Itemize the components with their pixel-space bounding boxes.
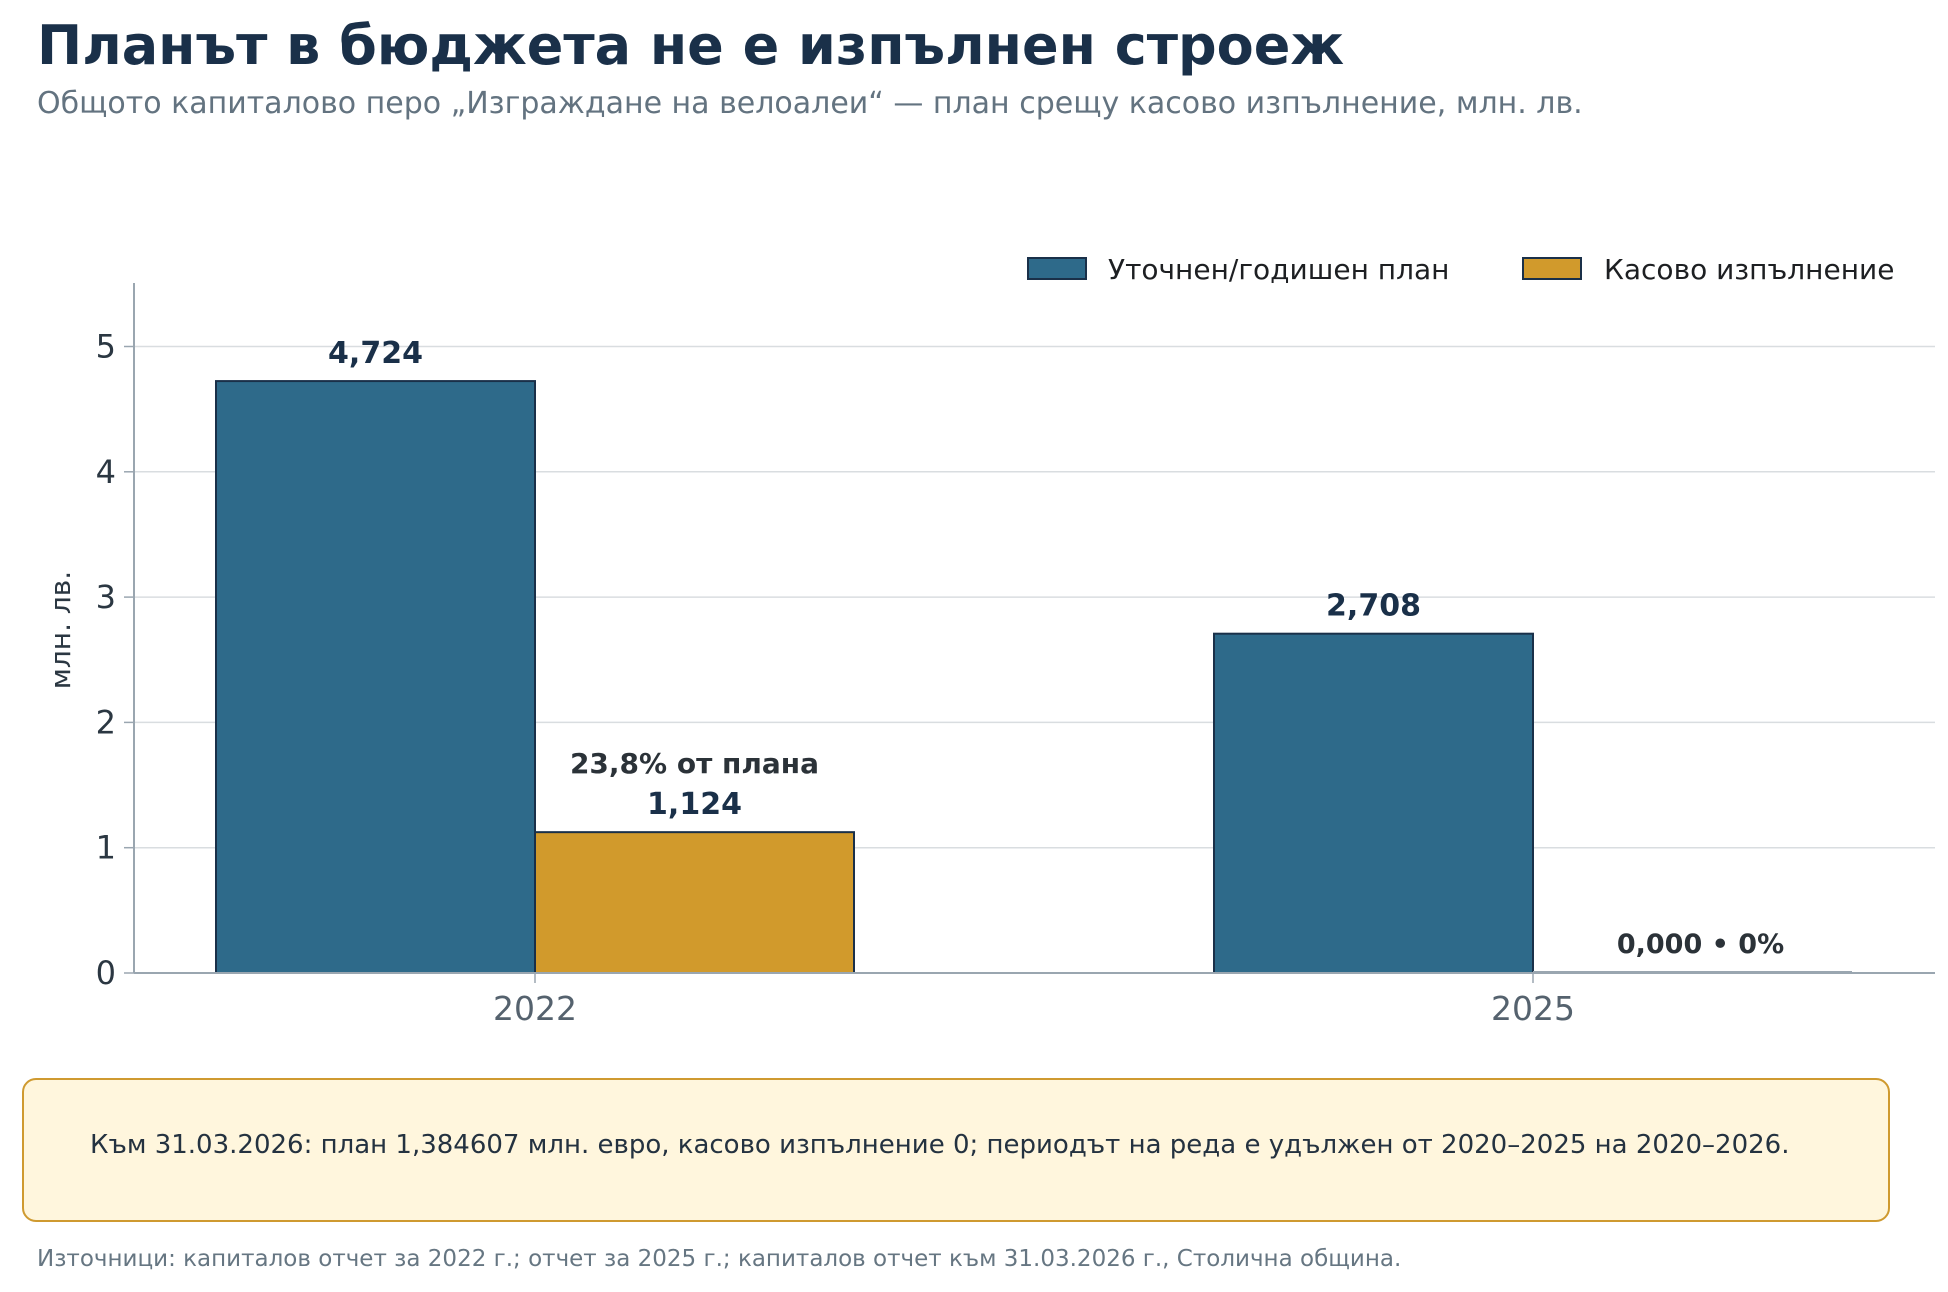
note-text: Към 31.03.2026: план 1,384607 млн. евро,…: [90, 1130, 1790, 1160]
axes: 0 1 2 3 4 5 2022 2025 млн. лв.: [44, 283, 1935, 1028]
legend-swatch: [1027, 257, 1087, 280]
x-tick-label: 2022: [493, 989, 577, 1028]
data-label: 4,724: [328, 336, 423, 371]
y-tick-label: 2: [96, 703, 116, 741]
legend: Уточнен/годишен план Касово изпълнение: [1027, 253, 1894, 286]
y-tick-label: 1: [96, 829, 116, 867]
bars: [215, 380, 1852, 975]
note-box: [22, 1078, 1890, 1222]
y-tick-label: 0: [96, 954, 116, 992]
legend-label: Уточнен/годишен план: [1108, 253, 1449, 286]
bar-2022-plan: [215, 380, 536, 974]
legend-label: Касово изпълнение: [1604, 253, 1894, 286]
y-axis-label: млн. лв.: [44, 571, 77, 689]
y-tick-label: 3: [96, 578, 116, 616]
data-label: 0,000 • 0%: [1617, 929, 1784, 960]
chart-title: Планът в бюджета не е изпълнен строеж: [37, 14, 1345, 77]
x-tick-label: 2025: [1491, 989, 1575, 1028]
source-note: Източници: капиталов отчет за 2022 г.; о…: [37, 1246, 1402, 1272]
data-labels: 4,724 2,708 1,124 0,000 • 0% 23,8% от плана: [328, 336, 1784, 960]
bar-2025-plan: [1213, 632, 1534, 975]
annotation-label: 23,8% от плана: [570, 747, 819, 780]
chart-subtitle: Общото капиталово перо „Изграждане на ве…: [37, 86, 1583, 121]
legend-swatch: [1522, 257, 1582, 280]
data-label: 1,124: [647, 787, 742, 822]
bar-2022-execution: [534, 831, 855, 974]
y-tick-label: 4: [96, 453, 116, 491]
data-label: 2,708: [1326, 589, 1421, 624]
y-tick-label: 5: [96, 328, 116, 366]
